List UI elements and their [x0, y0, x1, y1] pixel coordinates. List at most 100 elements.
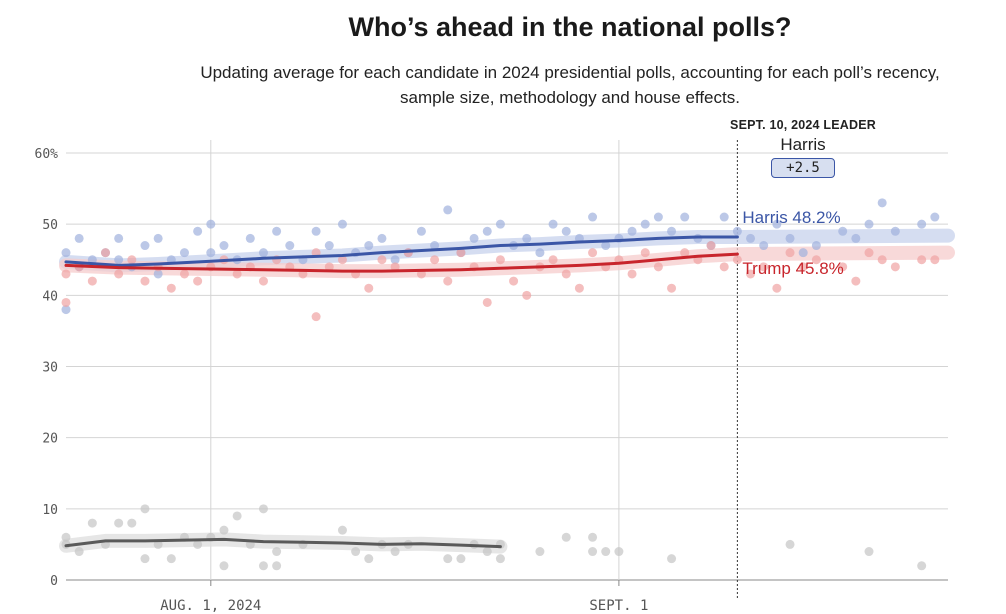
poll-dot-other-38 — [588, 547, 598, 557]
poll-dot-other-29 — [443, 554, 453, 564]
poll-dot-harris-37 — [482, 226, 492, 236]
poll-dot-harris-56 — [732, 226, 742, 236]
poll-dot-trump-16 — [258, 276, 268, 286]
poll-dot-harris-67 — [890, 226, 900, 236]
poll-dot-other-19 — [258, 561, 268, 571]
poll-dot-other-14 — [219, 525, 229, 535]
poll-dot-harris-10 — [153, 233, 163, 243]
poll-dot-other-36 — [561, 532, 571, 542]
poll-dot-harris-22 — [285, 241, 295, 251]
poll-dot-harris-57 — [746, 233, 756, 243]
poll-dot-other-43 — [864, 547, 874, 557]
chart-subtitle: Updating average for each candidate in 2… — [150, 60, 990, 110]
poll-dot-trump-7 — [140, 276, 150, 286]
poll-dot-harris-69 — [930, 212, 940, 222]
poll-dot-harris-40 — [522, 233, 532, 243]
poll-dot-trump-1 — [61, 269, 71, 279]
poll-dot-trump-61 — [851, 276, 861, 286]
poll-dot-trump-3 — [87, 276, 97, 286]
end-label-harris: Harris 48.2% — [742, 208, 840, 227]
y-tick-label-50: 50 — [42, 218, 58, 233]
poll-dot-other-18 — [258, 504, 268, 514]
poll-dot-trump-20 — [311, 312, 321, 322]
poll-dot-trump-56 — [772, 283, 782, 293]
poll-dot-harris-3 — [74, 233, 84, 243]
poll-dot-harris-38 — [495, 219, 505, 229]
poll-dot-other-6 — [127, 518, 137, 528]
poll-dot-other-37 — [588, 532, 598, 542]
poll-dot-trump-62 — [864, 248, 874, 258]
grid-lines — [66, 140, 948, 600]
poll-dot-harris-32 — [416, 226, 426, 236]
y-tick-label-40: 40 — [42, 289, 58, 304]
poll-dot-harris-6 — [114, 233, 124, 243]
poll-dot-harris-24 — [311, 226, 321, 236]
poll-dot-trump-59 — [811, 255, 821, 265]
poll-dot-trump-32 — [456, 248, 466, 258]
y-tick-label-10: 10 — [42, 503, 58, 518]
y-tick-label-30: 30 — [42, 361, 58, 376]
poll-dot-trump-0 — [61, 297, 71, 307]
poll-dot-harris-11 — [153, 269, 163, 279]
poll-dot-trump-53 — [732, 255, 742, 265]
poll-dot-harris-25 — [324, 241, 334, 251]
x-tick-label-2024-08-01: AUG. 1, 2024 — [160, 598, 261, 614]
poll-dot-trump-37 — [522, 290, 532, 300]
poll-dot-other-30 — [456, 554, 466, 564]
poll-dot-harris-51 — [667, 226, 677, 236]
poll-dot-harris-49 — [640, 219, 650, 229]
poll-dot-trump-40 — [561, 269, 571, 279]
leader-name: Harris — [780, 135, 826, 154]
poll-dot-harris-28 — [364, 241, 374, 251]
poll-dot-trump-27 — [390, 262, 400, 272]
poll-dot-harris-14 — [193, 226, 203, 236]
poll-dot-trump-54 — [746, 269, 756, 279]
poll-dot-trump-31 — [443, 276, 453, 286]
trend-line-other — [64, 537, 502, 549]
poll-dot-trump-58 — [798, 262, 808, 272]
poll-dot-other-21 — [272, 547, 282, 557]
poll-dot-trump-9 — [166, 283, 176, 293]
poll-dot-other-27 — [390, 547, 400, 557]
poll-dot-trump-60 — [838, 262, 848, 272]
poll-dot-harris-7 — [114, 255, 124, 265]
poll-dot-other-20 — [272, 561, 282, 571]
poll-dot-other-0 — [61, 532, 71, 542]
trend-line-harris — [64, 235, 739, 267]
poll-dot-trump-65 — [917, 255, 927, 265]
poll-dot-other-39 — [601, 547, 611, 557]
poll-dot-other-2 — [74, 547, 84, 557]
poll-dot-harris-13 — [179, 248, 189, 258]
poll-dot-trump-45 — [627, 269, 637, 279]
poll-dot-other-40 — [614, 547, 624, 557]
poll-dot-other-15 — [219, 561, 229, 571]
poll-dot-harris-16 — [206, 248, 216, 258]
poll-dot-trump-51 — [706, 241, 716, 251]
poll-dot-harris-1 — [61, 305, 71, 315]
poll-dot-harris-66 — [877, 198, 887, 208]
poll-dot-trump-14 — [232, 269, 242, 279]
poll-dot-other-5 — [114, 518, 124, 528]
poll-dot-other-42 — [785, 539, 795, 549]
poll-dot-trump-52 — [719, 262, 729, 272]
poll-dot-trump-5 — [114, 269, 124, 279]
poll-dot-harris-34 — [443, 205, 453, 215]
y-tick-label-60: 60% — [35, 147, 59, 162]
subtitle-line-1: Updating average for each candidate in 2… — [200, 63, 940, 82]
subtitle-line-2: sample size, methodology and house effec… — [400, 88, 740, 107]
poll-dot-harris-45 — [588, 212, 598, 222]
poll-dot-trump-64 — [890, 262, 900, 272]
poll-dot-other-3 — [87, 518, 97, 528]
poll-dot-harris-26 — [337, 219, 347, 229]
poll-dot-other-8 — [140, 554, 150, 564]
leader-callout[interactable]: SEPT. 10, 2024 LEADER Harris +2.5 — [700, 118, 906, 178]
poll-dot-other-25 — [364, 554, 374, 564]
poll-dot-other-12 — [193, 539, 203, 549]
poll-dot-other-32 — [482, 547, 492, 557]
poll-dot-trump-36 — [509, 276, 519, 286]
leader-margin-badge: +2.5 — [771, 158, 835, 178]
poll-dot-other-23 — [337, 525, 347, 535]
poll-dot-harris-60 — [785, 233, 795, 243]
poll-dot-harris-52 — [680, 212, 690, 222]
y-tick-label-0: 0 — [50, 574, 58, 589]
